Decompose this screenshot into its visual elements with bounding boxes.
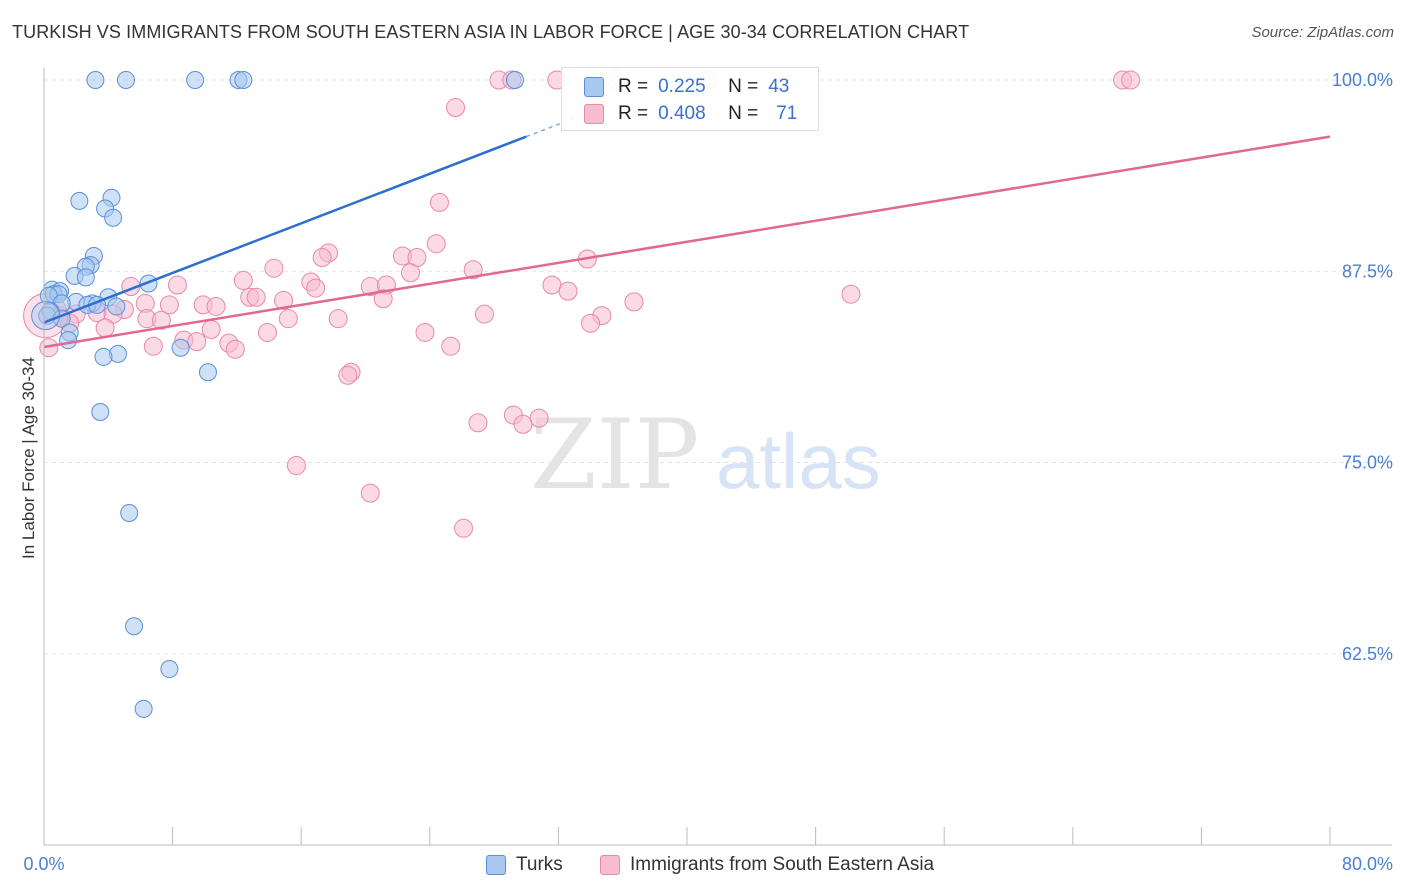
turks-points [31,71,524,718]
trend-lines [43,108,1331,349]
sea-legend-label: Immigrants from South Eastern Asia [630,854,935,875]
sea-point [415,322,435,342]
turks-legend-swatch [486,855,506,875]
sea-point [306,278,326,298]
legend-r-value-sea: 0.408 [658,103,706,124]
sea-point [257,322,277,342]
sea-point [474,304,494,324]
legend-r-label-turks: R = [618,76,649,97]
sea-point [274,290,294,310]
turks-point [104,208,123,227]
y-tick-label: 87.5% [1342,261,1393,281]
y-tick-label: 100.0% [1332,70,1393,90]
turks-point [70,191,89,210]
turks-point [107,297,126,316]
sea-legend-swatch [600,855,620,875]
sea-point [328,309,348,329]
watermark-atlas: atlas [716,417,881,505]
sea-point [338,365,358,385]
turks-point [134,699,153,718]
turks-point [116,71,135,89]
turks-point [198,363,217,382]
sea-point [264,258,284,278]
sea-point [143,336,163,356]
legend-r-label-sea: R = [618,103,649,124]
sea-point [206,296,226,316]
y-tick-label: 62.5% [1342,644,1393,664]
sea-point [624,292,644,312]
sea-point [529,408,549,428]
legend-r-value-turks: 0.225 [658,76,706,97]
sea-point [225,339,245,359]
sea-point [426,234,446,254]
legend-row-turks: R = 0.225 N = 43 [584,75,789,99]
bottom-legend-turks: Turks [486,852,563,878]
turks-point [171,338,190,357]
legend-n-value-sea: 71 [776,103,798,124]
sea-point [278,309,298,329]
sea-point [159,295,179,315]
sea-point [542,275,562,295]
chart-title: TURKISH VS IMMIGRANTS FROM SOUTH EASTERN… [12,22,970,42]
legend-n-label-turks: N = [728,76,759,97]
turks-point [125,617,144,636]
sea-point [441,336,461,356]
turks-point [186,71,205,89]
y-axis-label: In Labor Force | Age 30-34 [19,357,38,559]
sea-trend-line [43,135,1331,349]
turks-point [86,71,105,89]
sea-point [39,338,59,358]
legend-n-value-turks: 43 [768,76,790,97]
sea-point [401,263,421,283]
sea-point [167,275,187,295]
x-tick-label: 0.0% [23,854,64,874]
turks-trend-line [43,135,527,324]
legend-n-label-sea: N = [728,103,759,124]
sea-point [187,332,207,352]
sea-point [1121,70,1141,90]
sea-point [468,413,488,433]
sea-point [286,456,306,476]
sea-point [558,281,578,301]
turks-point [94,347,113,366]
sea-point [429,192,449,212]
sea-point [581,313,601,333]
stats-legend: R = 0.225 N = 43 R = 0.408 N = 71 [561,67,819,131]
turks-point [160,660,179,679]
axes: 62.5% 75.0% 87.5% 100.0% 0.0% 80.0% [23,68,1393,874]
turks-point [234,71,253,89]
turks-swatch [584,77,604,97]
grid-lines [44,79,1392,655]
sea-point [201,319,221,339]
turks-point [76,268,95,287]
turks-point [91,403,110,422]
sea-point [454,518,474,538]
sea-point [463,260,483,280]
sea-point [233,270,253,290]
bottom-legend-sea: Immigrants from South Eastern Asia [600,852,934,878]
watermark-zip: ZIP [530,399,699,511]
sea-swatch [584,104,604,124]
x-tick-label: 80.0% [1342,854,1393,874]
turks-point [31,301,61,331]
y-tick-label: 75.0% [1342,453,1393,473]
sea-point [841,284,861,304]
sea-point [446,98,466,118]
sea-point [360,483,380,503]
turks-legend-label: Turks [516,854,563,875]
turks-point [120,503,139,522]
chart-source: Source: ZipAtlas.com [1251,24,1394,41]
legend-row-sea: R = 0.408 N = 71 [584,102,797,126]
sea-point [95,318,115,338]
sea-point [246,287,266,307]
sea-point [373,289,393,309]
turks-point [505,71,524,89]
sea-point [151,310,171,330]
turks-point [59,331,78,350]
sea-point [312,247,332,267]
sea-point [513,414,533,434]
